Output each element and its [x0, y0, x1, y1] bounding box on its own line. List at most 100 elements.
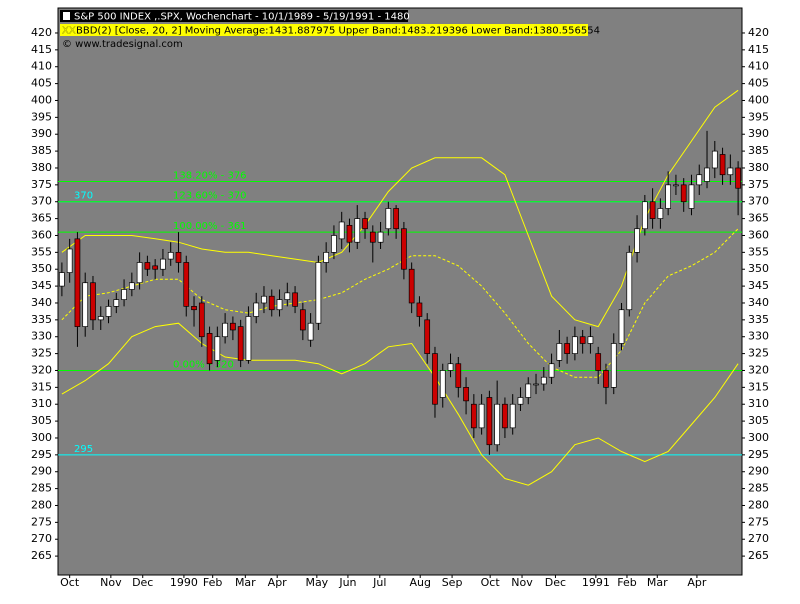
level-label: 138.20% - 376	[173, 170, 247, 181]
candle-body	[486, 397, 493, 446]
y-tick-label: 400	[31, 93, 52, 106]
title-box	[60, 10, 408, 22]
candle-body	[393, 208, 399, 230]
candle-body	[237, 326, 244, 361]
candle-body	[626, 252, 633, 311]
candle-body	[735, 167, 741, 189]
source-label: © www.tradesignal.com	[62, 39, 183, 50]
y-tick-label: 340	[31, 296, 52, 309]
x-tick-label: Feb	[203, 576, 222, 589]
y-tick-label: 355	[748, 245, 769, 258]
candle-body	[245, 316, 252, 361]
y-tick-label: 380	[748, 161, 769, 174]
candle-body	[564, 343, 570, 354]
x-tick-label: May	[305, 576, 328, 589]
candle-body	[463, 387, 469, 402]
marks: 370 295 138.20% - 376 123.60% - 370 100.00% …	[58, 89, 742, 486]
candle-body	[261, 295, 267, 304]
x-tick-label: Dec	[132, 576, 153, 589]
y-tick-label: 365	[748, 212, 769, 225]
x-tick-label: Apr	[268, 576, 288, 589]
y-tick-label: 315	[748, 380, 769, 393]
candle-body	[315, 262, 322, 324]
candle-body	[144, 262, 151, 270]
candle-body	[136, 262, 143, 284]
y-tick-label: 315	[31, 380, 52, 393]
y-tick-label: 380	[31, 161, 52, 174]
y-tick-label: 410	[31, 60, 52, 73]
candle-body	[665, 184, 672, 209]
candle-body	[90, 282, 96, 321]
band-line	[61, 228, 739, 378]
x-tick-label: Apr	[687, 576, 707, 589]
x-tick-label: Dec	[545, 576, 566, 589]
y-tick-label: 360	[748, 228, 769, 241]
y-tick-label: 285	[748, 482, 769, 495]
candle-body	[478, 403, 485, 429]
y-tick-label: 335	[31, 313, 52, 326]
candle-body	[540, 376, 547, 385]
candle-body	[160, 258, 166, 270]
y-tick-label: 415	[748, 43, 769, 56]
y-tick-label: 350	[31, 262, 52, 275]
y-tick-label: 330	[31, 330, 52, 343]
y-tick-label: 365	[31, 212, 52, 225]
y-tick-label: 420	[748, 26, 769, 39]
candle-body	[222, 322, 228, 338]
candle-body	[346, 225, 353, 243]
y-tick-label: 300	[748, 431, 769, 444]
y-tick-label: 285	[31, 482, 52, 495]
candle-body	[447, 363, 454, 371]
level-label: 0.00% - 320	[173, 359, 234, 370]
y-tick-label: 345	[31, 279, 52, 292]
y-tick-label: 335	[748, 313, 769, 326]
y-tick-label: 295	[31, 448, 52, 461]
y-tick-label: 305	[748, 414, 769, 427]
band-line	[61, 89, 739, 328]
y-tick-label: 385	[748, 144, 769, 157]
y-tick-label: 355	[31, 245, 52, 258]
y-tick-label: 300	[31, 431, 52, 444]
candle-body	[641, 201, 648, 230]
candle-body	[284, 292, 291, 300]
y-tick-label: 270	[748, 532, 769, 545]
candle-body	[649, 201, 656, 219]
chart-title: S&P 500 INDEX ,.SPX, Wochenchart - 10/1/…	[74, 12, 410, 23]
candle-body	[128, 282, 135, 290]
y-tick-label: 370	[748, 195, 769, 208]
candle-body	[198, 302, 205, 338]
plot-area	[57, 7, 743, 576]
y-tick-label: 400	[748, 93, 769, 106]
candle-body	[680, 184, 687, 203]
candle-body	[634, 228, 640, 253]
candle-body	[268, 295, 275, 311]
candle-body	[572, 336, 578, 354]
title-icon	[63, 12, 70, 20]
y-tick-label: 415	[31, 43, 52, 56]
x-tick-label: Jul	[372, 576, 386, 589]
candle-body	[618, 309, 625, 344]
y-tick-label: 350	[748, 262, 769, 275]
candle-body	[82, 282, 89, 327]
candle-body	[595, 353, 602, 371]
candle-body	[292, 292, 298, 307]
candle-body	[105, 306, 112, 317]
y-tick-label: 310	[748, 397, 769, 410]
candle-body	[502, 403, 508, 429]
y-tick-label: 395	[31, 110, 52, 123]
candle-body	[323, 252, 330, 263]
candle-body	[439, 370, 446, 398]
level-label: 123.60% - 370	[173, 191, 247, 202]
y-tick-label: 275	[748, 515, 769, 528]
candle-body	[727, 167, 734, 176]
y-tick-label: 295	[748, 448, 769, 461]
y-tick-label: 370	[31, 195, 52, 208]
candle-body	[377, 231, 384, 243]
candle-body	[362, 218, 368, 230]
y-tick-label: 280	[748, 498, 769, 511]
y-tick-label: 280	[31, 498, 52, 511]
candle-body	[230, 322, 236, 331]
y-tick-label: 265	[31, 549, 52, 562]
candle-body	[455, 363, 462, 388]
y-tick-label: 410	[748, 60, 769, 73]
